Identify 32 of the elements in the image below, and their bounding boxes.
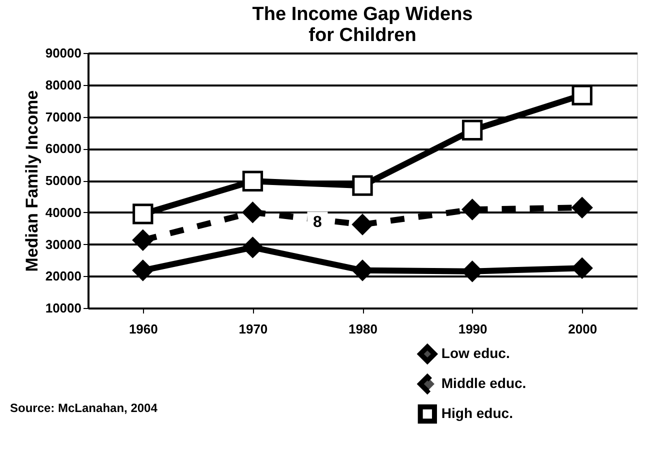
y-tick-label: 80000 xyxy=(45,77,82,92)
y-tick-label: 10000 xyxy=(45,300,82,316)
x-tick-label: 1970 xyxy=(238,322,268,336)
point xyxy=(352,214,373,235)
point xyxy=(572,197,592,218)
y-tick-label: 40000 xyxy=(45,204,82,220)
y-axis-title: Median Family Income xyxy=(22,90,42,272)
point xyxy=(242,202,264,223)
annotation: 8 xyxy=(313,214,322,231)
y-tick-label: 60000 xyxy=(45,141,82,156)
point xyxy=(132,230,154,250)
source-note: Source: McLanahan, 2004 xyxy=(10,401,158,415)
x-tick-label: 1980 xyxy=(348,322,378,336)
point xyxy=(352,175,373,196)
legend-label: Middle educ. xyxy=(441,375,526,391)
legend-label: Low educ. xyxy=(441,345,510,361)
point xyxy=(462,120,483,140)
point xyxy=(572,84,592,106)
y-tick-label: 50000 xyxy=(45,173,82,188)
x-tick-label: 1990 xyxy=(458,322,488,336)
legend-label: High educ. xyxy=(441,405,513,421)
point xyxy=(242,170,264,192)
y-tick-label: 70000 xyxy=(45,109,82,124)
y-tick-label: 90000 xyxy=(45,46,82,60)
point xyxy=(242,237,264,258)
chart-title: The Income Gap Widens for Children xyxy=(252,4,473,46)
x-tick-label: 2000 xyxy=(568,322,598,336)
x-tick-label: 1960 xyxy=(128,322,158,336)
y-tick-label: 20000 xyxy=(45,268,82,284)
point xyxy=(132,260,154,281)
point xyxy=(132,204,154,224)
y-tick-label: 30000 xyxy=(45,236,82,252)
